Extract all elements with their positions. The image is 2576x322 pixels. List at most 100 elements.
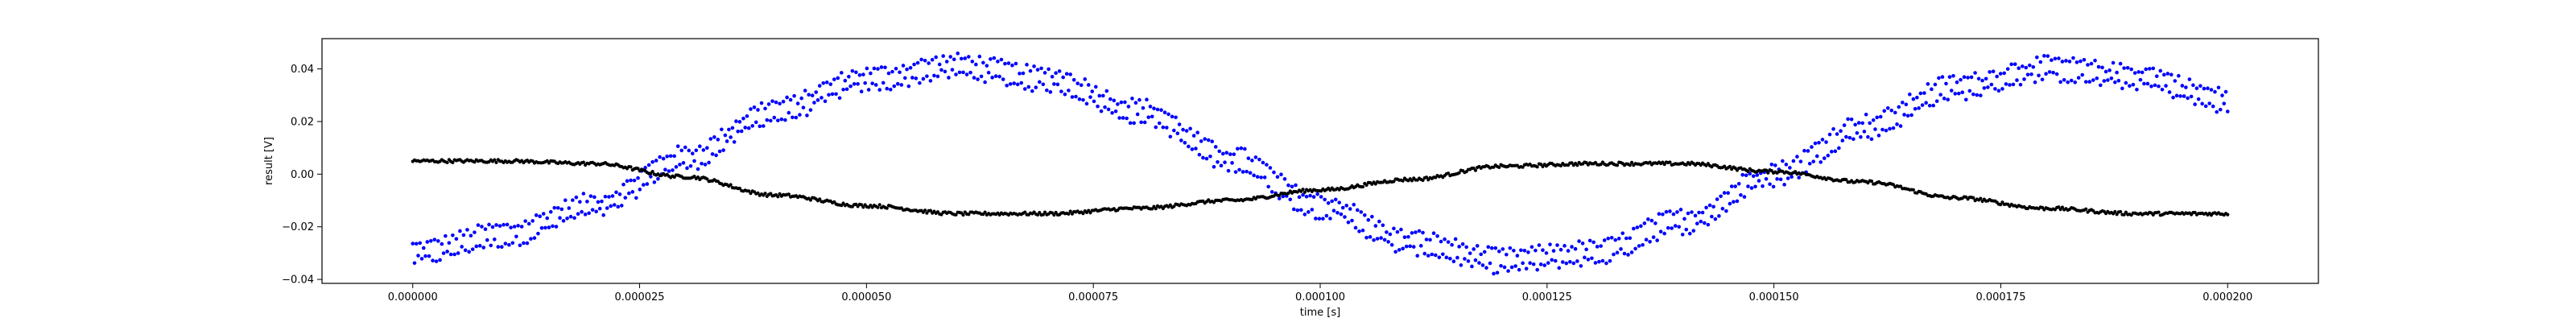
data-point <box>1473 258 1478 262</box>
data-point <box>1455 255 1459 260</box>
data-point <box>701 148 706 152</box>
data-point <box>601 213 605 217</box>
data-point <box>483 227 488 232</box>
data-point <box>1869 179 1874 184</box>
data-point <box>1888 126 1892 131</box>
data-point <box>1142 120 1147 125</box>
data-point <box>1930 87 1934 92</box>
data-point <box>828 82 833 86</box>
data-point <box>2046 54 2050 58</box>
data-point <box>720 127 724 132</box>
data-point <box>1811 159 1816 163</box>
data-point <box>1475 244 1480 248</box>
data-point <box>1814 154 1819 159</box>
data-point <box>1112 98 1117 103</box>
data-point <box>1321 217 1325 221</box>
data-point <box>418 241 423 246</box>
data-point <box>1615 250 1620 255</box>
data-point <box>885 206 889 210</box>
data-point <box>1268 166 1273 170</box>
data-point <box>1794 170 1798 174</box>
data-point <box>1077 97 1082 101</box>
data-point <box>2111 60 2116 65</box>
data-point <box>1898 124 1903 128</box>
data-point <box>460 245 464 249</box>
data-point <box>1495 270 1500 275</box>
data-point <box>1148 105 1153 109</box>
data-point <box>749 107 753 111</box>
data-point <box>1213 145 1218 149</box>
data-point <box>1798 159 1803 163</box>
data-point <box>564 198 568 203</box>
data-point <box>1104 89 1109 93</box>
data-point <box>1203 137 1207 141</box>
data-point <box>1421 230 1425 235</box>
data-point <box>1048 90 1053 94</box>
data-point <box>1732 200 1736 204</box>
data-point <box>1982 86 1987 90</box>
data-point <box>1675 210 1679 214</box>
data-point <box>638 188 642 192</box>
data-point <box>1553 258 1558 263</box>
y-tick-label: 0.00 <box>291 169 314 181</box>
data-point <box>1924 101 1928 105</box>
data-point <box>1088 95 1092 99</box>
data-point <box>2138 77 2143 82</box>
data-point <box>1773 163 1777 167</box>
data-point <box>928 79 933 83</box>
data-point <box>502 222 506 227</box>
data-point <box>2035 55 2039 60</box>
data-point <box>594 209 598 214</box>
data-point <box>1486 245 1491 250</box>
data-point <box>1918 91 1923 96</box>
data-point <box>698 144 702 149</box>
data-point <box>1755 173 1760 177</box>
data-point <box>1975 93 1979 97</box>
data-point <box>723 133 728 138</box>
data-point <box>1018 72 1022 76</box>
data-point <box>1558 163 1563 167</box>
data-point <box>954 213 958 217</box>
data-point <box>645 182 650 186</box>
data-point <box>1278 193 1282 197</box>
data-point <box>1232 152 1236 156</box>
data-point <box>1130 97 1134 101</box>
data-point <box>571 198 575 202</box>
data-point <box>925 74 929 78</box>
data-point <box>1346 220 1351 225</box>
data-point <box>1902 113 1906 117</box>
data-point <box>1613 237 1618 242</box>
data-point <box>448 252 453 257</box>
data-point <box>906 84 911 89</box>
data-point <box>518 243 522 248</box>
data-point <box>1959 77 1963 82</box>
data-point <box>1873 127 1877 131</box>
data-point <box>1121 116 1125 120</box>
data-point <box>458 229 462 233</box>
data-point <box>603 194 608 199</box>
data-point <box>2202 86 2207 91</box>
data-point <box>2067 60 2072 64</box>
data-point <box>1728 164 1732 168</box>
data-point <box>1074 94 1078 99</box>
data-point <box>1370 214 1374 219</box>
data-point <box>1439 239 1443 244</box>
data-point <box>1807 162 1812 166</box>
data-point <box>834 92 838 97</box>
data-point <box>1277 196 1282 200</box>
data-point <box>2119 209 2123 214</box>
data-point <box>1054 210 1058 215</box>
data-point <box>1497 249 1501 254</box>
data-point <box>1837 146 1841 151</box>
data-point <box>710 152 715 156</box>
data-point <box>948 55 953 59</box>
data-point <box>925 211 929 215</box>
data-point <box>985 64 989 68</box>
data-point <box>947 76 951 80</box>
data-point <box>1893 110 1897 115</box>
data-point <box>910 76 914 80</box>
data-point <box>1938 93 1942 97</box>
data-point <box>1265 163 1269 167</box>
data-point <box>1693 213 1698 218</box>
data-point <box>1988 70 1992 74</box>
